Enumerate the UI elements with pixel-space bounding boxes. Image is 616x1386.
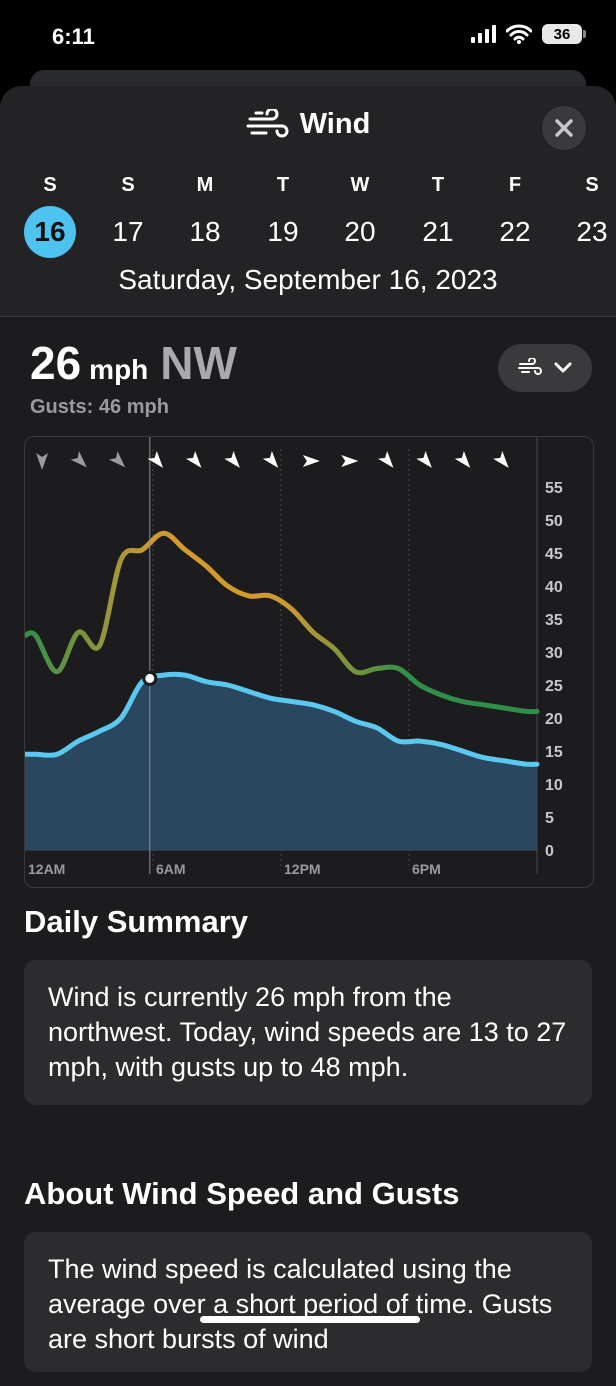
selected-day-indicator [24,206,76,258]
wind-direction-arrow-7 [302,455,320,467]
day-number: 19 [267,216,299,247]
day-letter: M [196,174,214,196]
y-tick-label: 30 [545,645,563,662]
day-letter: S [121,174,135,196]
wind-direction-arrow-8 [341,455,359,467]
chevron-down-icon [554,362,572,373]
about-wind-title: About Wind Speed and Gusts [24,1176,460,1211]
day-number: 22 [499,216,531,247]
day-letter: S [585,174,599,196]
home-indicator [200,1316,420,1323]
about-wind-text: The wind speed is calculated using the a… [48,1254,553,1354]
y-tick-label: 25 [545,678,563,695]
chart-type-dropdown[interactable] [498,344,592,392]
day-number: 21 [422,216,454,247]
day-letter: T [431,174,445,196]
selected-date: Saturday, September 16, 2023 [118,264,498,295]
week-day-selector: S 16 S 17 M 18 T 19 W 20 T 21 F 22 S 23 [0,170,616,270]
status-bar: 6:11 36 [0,0,616,76]
y-tick-label: 35 [545,612,563,629]
y-tick-label: 40 [545,579,563,596]
y-tick-label: 45 [545,546,563,563]
y-tick-label: 5 [545,810,554,827]
y-tick-label: 55 [545,480,563,497]
wind-line [22,671,540,767]
wind-speed-unit: mph [89,354,149,385]
wind-direction-arrow-1 [70,451,87,468]
wind-direction-arrow-4 [185,451,202,468]
wind-speed-value: 26 [30,337,82,389]
gusts-value: Gusts: 46 mph [30,396,169,418]
battery-icon: 36 [542,24,586,44]
day-number: 17 [112,216,144,247]
day-number: 18 [189,216,221,247]
wind-chart-card: 55 50 45 40 35 30 25 20 15 10 5 0 12AM 6AM 12PM 6PM [22,436,594,888]
close-button[interactable] [542,106,586,150]
x-tick-label: 12AM [28,861,65,877]
daily-summary-card: Wind is currently 26 mph from the northw… [24,960,592,1105]
wind-direction-arrow-6 [262,451,279,468]
wind-direction-arrow-0 [36,453,49,470]
y-tick-label: 15 [545,744,563,761]
wind-direction-arrow-9 [377,451,394,468]
sheet-header [0,86,616,317]
wind-direction: NW [160,337,237,389]
wifi-icon [506,24,532,44]
x-tick-label: 6AM [156,861,186,877]
day-number: 20 [344,216,376,247]
day-letter: S [43,174,57,196]
day-letter: T [276,174,290,196]
wind-icon [246,108,289,137]
day-letter: W [350,174,370,196]
y-tick-label: 0 [545,843,554,860]
day-number: 16 [34,216,66,247]
wind-direction-arrow-5 [224,451,240,468]
wind-direction-arrow-2 [108,451,126,468]
x-tick-label: 6PM [412,861,441,877]
gust-line [22,530,540,715]
page-title: Wind [299,108,371,140]
wind-direction-arrow-3 [147,451,164,468]
status-time: 6:11 [52,24,95,49]
signal-icon [471,25,496,43]
current-marker [142,670,158,686]
sheet-title: Wind [0,108,616,141]
wind-direction-arrow-12 [493,451,509,468]
daily-summary-title: Daily Summary [24,904,248,939]
y-tick-label: 20 [545,711,563,728]
y-tick-label: 10 [545,777,563,794]
x-tick-label: 12PM [284,861,321,877]
current-wind: 26 mph NW [30,336,237,390]
about-wind-card: The wind speed is calculated using the a… [24,1232,592,1372]
wind-icon [518,358,542,375]
status-icons: 36 [471,24,586,44]
wind-area [25,674,537,850]
daily-summary-text: Wind is currently 26 mph from the northw… [48,982,567,1082]
day-letter: F [508,174,522,196]
wind-direction-arrow-11 [454,451,471,468]
y-tick-label: 50 [545,513,563,530]
wind-direction-arrow-10 [416,451,432,468]
day-number: 23 [576,216,608,247]
close-icon [555,119,573,137]
